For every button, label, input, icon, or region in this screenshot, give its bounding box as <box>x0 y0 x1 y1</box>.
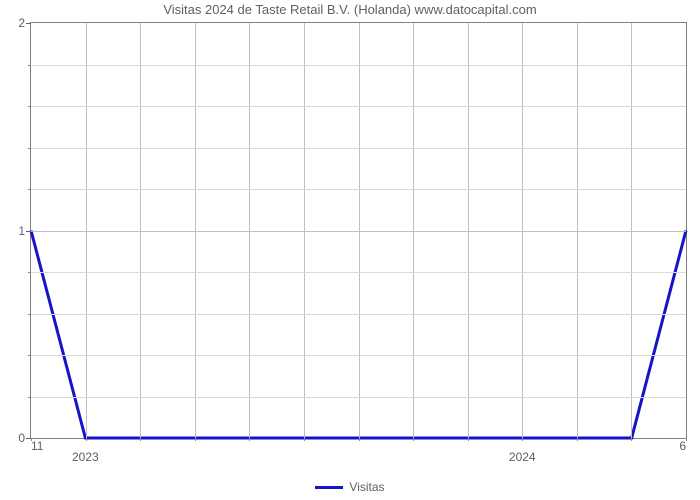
x-tick-label: 2024 <box>509 450 536 464</box>
x-tick-minor <box>195 438 196 441</box>
y-tick-minor <box>28 65 31 66</box>
y-tick-minor <box>28 355 31 356</box>
y-tick-minor <box>28 148 31 149</box>
x-tick-minor <box>359 438 360 441</box>
y-tick-minor <box>28 314 31 315</box>
x-tick-minor <box>140 438 141 441</box>
legend: Visitas <box>0 479 700 494</box>
x-tick-minor <box>86 438 87 441</box>
visits-chart: Visitas 2024 de Taste Retail B.V. (Holan… <box>0 0 700 500</box>
y-tick-minor <box>28 272 31 273</box>
gridline-horizontal-minor <box>31 272 686 273</box>
plot-area: 01220232024116 <box>30 22 687 439</box>
x-tick-minor <box>631 438 632 441</box>
x-tick-label: 2023 <box>72 450 99 464</box>
x-tick-minor <box>304 438 305 441</box>
y-tick-mark <box>26 231 31 232</box>
gridline-horizontal-minor <box>31 189 686 190</box>
gridline-horizontal-minor <box>31 65 686 66</box>
gridline-horizontal-minor <box>31 106 686 107</box>
y-tick-minor <box>28 397 31 398</box>
gridline-horizontal-minor <box>31 148 686 149</box>
x-tick-minor <box>577 438 578 441</box>
x-tick-minor <box>413 438 414 441</box>
y-tick-label: 0 <box>18 431 25 445</box>
legend-swatch <box>315 486 343 489</box>
x-tick-minor <box>522 438 523 441</box>
chart-title: Visitas 2024 de Taste Retail B.V. (Holan… <box>0 2 700 17</box>
y-tick-minor <box>28 106 31 107</box>
gridline-horizontal <box>31 231 686 232</box>
y-tick-mark <box>26 23 31 24</box>
corner-label-left: 11 <box>31 439 43 453</box>
y-tick-label: 1 <box>18 224 25 238</box>
corner-label-right: 6 <box>679 439 686 453</box>
y-tick-label: 2 <box>18 16 25 30</box>
gridline-horizontal-minor <box>31 355 686 356</box>
legend-label: Visitas <box>349 480 384 494</box>
x-tick-minor <box>686 438 687 441</box>
gridline-horizontal-minor <box>31 314 686 315</box>
x-tick-minor <box>468 438 469 441</box>
y-tick-minor <box>28 189 31 190</box>
x-tick-minor <box>249 438 250 441</box>
gridline-horizontal-minor <box>31 397 686 398</box>
